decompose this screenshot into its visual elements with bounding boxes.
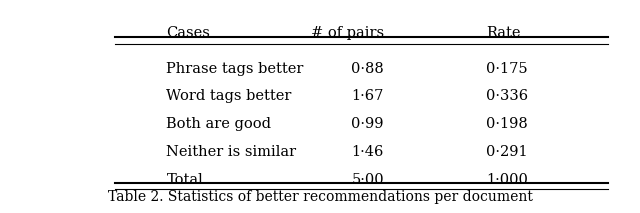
Text: 0·198: 0·198 <box>486 117 528 131</box>
Text: 1·46: 1·46 <box>351 145 384 159</box>
Text: Both are good: Both are good <box>166 117 271 131</box>
Text: Cases: Cases <box>166 26 211 40</box>
Text: 1·000: 1·000 <box>486 173 528 187</box>
Text: 1·67: 1·67 <box>351 89 384 104</box>
Text: Word tags better: Word tags better <box>166 89 292 104</box>
Text: # of pairs: # of pairs <box>311 26 384 40</box>
Text: 0·336: 0·336 <box>486 89 529 104</box>
Text: Rate: Rate <box>486 26 521 40</box>
Text: 5·00: 5·00 <box>351 173 384 187</box>
Text: 0·291: 0·291 <box>486 145 528 159</box>
Text: 0·175: 0·175 <box>486 62 528 76</box>
Text: Total: Total <box>166 173 203 187</box>
Text: Neither is similar: Neither is similar <box>166 145 296 159</box>
Text: Table 2. Statistics of better recommendations per document: Table 2. Statistics of better recommenda… <box>108 190 532 204</box>
Text: Phrase tags better: Phrase tags better <box>166 62 304 76</box>
Text: 0·99: 0·99 <box>351 117 384 131</box>
Text: 0·88: 0·88 <box>351 62 384 76</box>
